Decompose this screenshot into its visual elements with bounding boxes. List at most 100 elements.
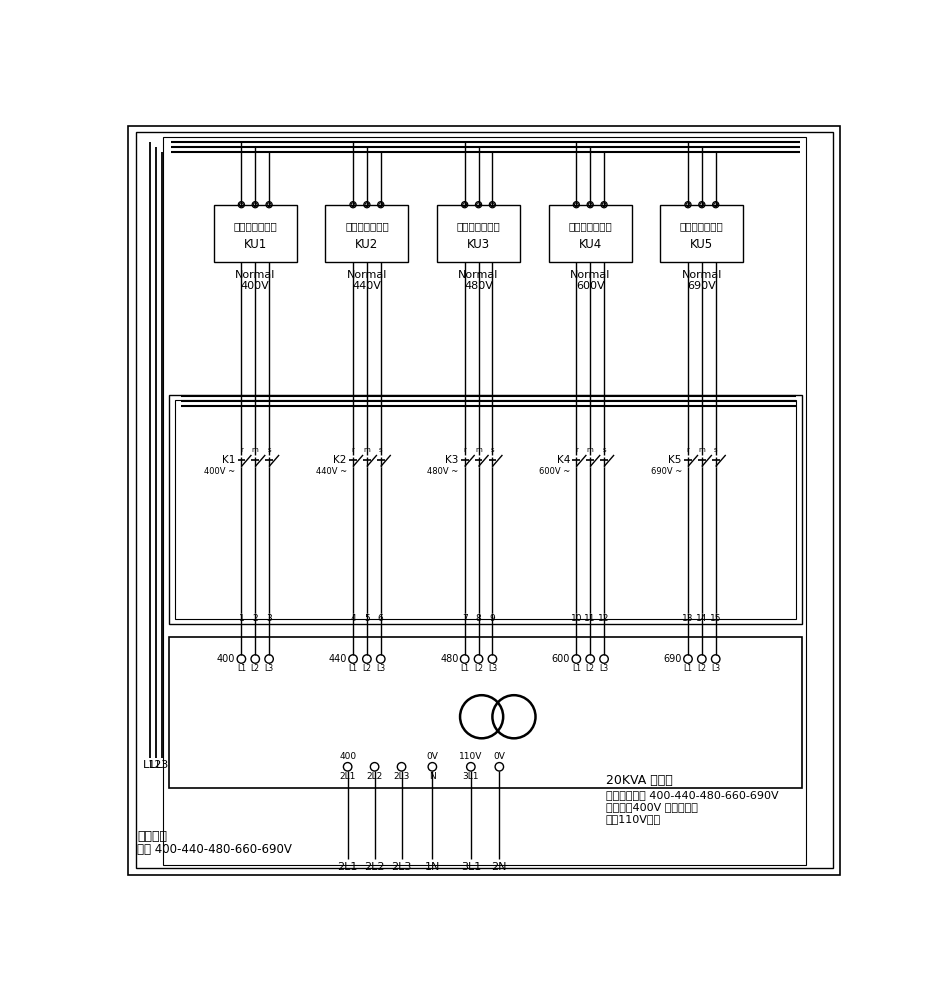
Text: 电压监测继电器: 电压监测继电器 bbox=[680, 221, 723, 231]
Text: KU1: KU1 bbox=[244, 238, 266, 251]
Text: KU2: KU2 bbox=[355, 238, 379, 251]
Circle shape bbox=[700, 203, 703, 207]
Circle shape bbox=[376, 655, 384, 663]
Text: 4: 4 bbox=[350, 614, 356, 623]
Text: 电压监测继电器: 电压监测继电器 bbox=[456, 221, 500, 231]
Text: L3: L3 bbox=[487, 664, 497, 673]
Text: L2: L2 bbox=[149, 760, 162, 770]
Text: 2L2: 2L2 bbox=[364, 862, 384, 872]
Circle shape bbox=[363, 202, 370, 208]
Text: 690: 690 bbox=[663, 654, 682, 664]
Text: 3L1: 3L1 bbox=[463, 772, 479, 781]
Text: 供电电源: 供电电源 bbox=[137, 830, 167, 843]
Circle shape bbox=[585, 655, 594, 663]
Text: 以及110V单相: 以及110V单相 bbox=[605, 814, 660, 824]
Text: Normal: Normal bbox=[346, 270, 387, 280]
Circle shape bbox=[587, 203, 592, 207]
Text: 600V: 600V bbox=[575, 281, 604, 291]
Text: 12: 12 bbox=[598, 614, 609, 623]
Text: 1: 1 bbox=[238, 614, 244, 623]
Text: 480V ~: 480V ~ bbox=[427, 467, 458, 476]
Circle shape bbox=[489, 202, 495, 208]
Text: K4: K4 bbox=[556, 455, 569, 465]
Text: 8: 8 bbox=[475, 614, 480, 623]
Text: 电压监测继电器: 电压监测继电器 bbox=[233, 221, 277, 231]
Text: Normal: Normal bbox=[681, 270, 721, 280]
Text: 2L1: 2L1 bbox=[337, 862, 358, 872]
Circle shape bbox=[466, 763, 475, 771]
Text: s: s bbox=[379, 447, 382, 453]
Circle shape bbox=[362, 655, 371, 663]
Text: L3: L3 bbox=[264, 664, 274, 673]
Circle shape bbox=[712, 202, 718, 208]
Text: 440V ~: 440V ~ bbox=[315, 467, 346, 476]
Text: 480V: 480V bbox=[464, 281, 493, 291]
Circle shape bbox=[586, 202, 593, 208]
Circle shape bbox=[475, 202, 481, 208]
Circle shape bbox=[343, 763, 351, 771]
Text: 690V ~: 690V ~ bbox=[649, 467, 682, 476]
Text: 1N: 1N bbox=[424, 862, 440, 872]
Circle shape bbox=[571, 655, 580, 663]
Text: 0V: 0V bbox=[426, 752, 438, 761]
Text: r: r bbox=[574, 447, 577, 453]
Circle shape bbox=[251, 655, 260, 663]
Circle shape bbox=[265, 202, 272, 208]
Text: 600V ~: 600V ~ bbox=[538, 467, 569, 476]
Text: L3: L3 bbox=[155, 760, 169, 770]
Bar bbox=[169, 395, 801, 624]
Text: 2: 2 bbox=[252, 614, 258, 623]
Circle shape bbox=[348, 655, 357, 663]
Text: 11: 11 bbox=[583, 614, 596, 623]
Circle shape bbox=[488, 655, 497, 663]
Text: L3: L3 bbox=[376, 664, 385, 673]
Circle shape bbox=[370, 763, 379, 771]
Bar bbox=[325, 205, 408, 262]
Text: L1: L1 bbox=[571, 664, 581, 673]
Text: 440: 440 bbox=[329, 654, 346, 664]
Text: L1: L1 bbox=[143, 760, 156, 770]
Text: Normal: Normal bbox=[569, 270, 610, 280]
Text: 400V: 400V bbox=[241, 281, 269, 291]
Circle shape bbox=[573, 202, 579, 208]
Circle shape bbox=[379, 203, 382, 207]
Text: 14: 14 bbox=[696, 614, 707, 623]
Circle shape bbox=[349, 202, 356, 208]
Text: 480: 480 bbox=[440, 654, 458, 664]
Bar bbox=[436, 205, 519, 262]
Circle shape bbox=[460, 655, 468, 663]
Text: m: m bbox=[252, 447, 259, 453]
Text: L2: L2 bbox=[585, 664, 594, 673]
Text: 400: 400 bbox=[216, 654, 235, 664]
Text: L2: L2 bbox=[474, 664, 482, 673]
Circle shape bbox=[698, 202, 704, 208]
Text: K2: K2 bbox=[333, 455, 346, 465]
Circle shape bbox=[495, 763, 503, 771]
Circle shape bbox=[428, 763, 436, 771]
Circle shape bbox=[364, 203, 368, 207]
Text: s: s bbox=[601, 447, 605, 453]
Text: L1: L1 bbox=[237, 664, 245, 673]
Text: m: m bbox=[363, 447, 370, 453]
Text: 2L3: 2L3 bbox=[391, 862, 412, 872]
Text: 110V: 110V bbox=[459, 752, 482, 761]
Text: KU3: KU3 bbox=[466, 238, 490, 251]
Text: L2: L2 bbox=[250, 664, 260, 673]
Text: L3: L3 bbox=[711, 664, 719, 673]
Text: r: r bbox=[685, 447, 689, 453]
Text: s: s bbox=[490, 447, 494, 453]
Circle shape bbox=[711, 655, 719, 663]
Text: 15: 15 bbox=[709, 614, 720, 623]
Circle shape bbox=[461, 202, 467, 208]
Text: 电压监测继电器: 电压监测继电器 bbox=[567, 221, 612, 231]
Text: 690V: 690V bbox=[686, 281, 716, 291]
Text: KU5: KU5 bbox=[689, 238, 713, 251]
Text: L3: L3 bbox=[598, 664, 608, 673]
Circle shape bbox=[239, 203, 243, 207]
Text: K3: K3 bbox=[445, 455, 458, 465]
Text: L1: L1 bbox=[683, 664, 692, 673]
Text: L1: L1 bbox=[460, 664, 468, 673]
Circle shape bbox=[253, 203, 257, 207]
Circle shape bbox=[264, 655, 273, 663]
Text: 2L3: 2L3 bbox=[393, 772, 410, 781]
